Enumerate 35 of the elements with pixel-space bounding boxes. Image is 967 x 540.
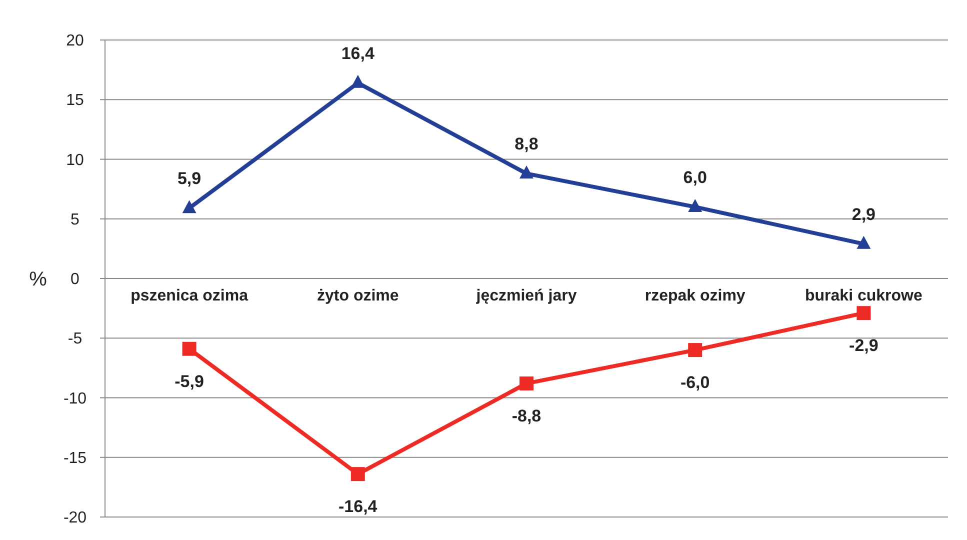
x-tick-label: jęczmień jary (475, 288, 577, 304)
point (688, 343, 702, 358)
y-tick-label: -5 (68, 330, 82, 348)
data-label: -5,9 (174, 372, 204, 391)
data-label: -16,4 (338, 497, 378, 516)
point (520, 166, 534, 179)
point (350, 74, 365, 88)
y-tick-label: -15 (63, 450, 87, 467)
y-tick-label: 20 (66, 32, 84, 50)
data-label: -2,9 (849, 336, 878, 356)
x-tick-label: buraki cukrowe (805, 288, 922, 304)
data-label: -6,0 (680, 373, 710, 392)
x-tick-label: rzepak ozimy (644, 288, 746, 304)
x-tick-label: żyto ozime (317, 288, 399, 304)
x-tick-label: pszenica ozima (130, 288, 248, 304)
point (856, 236, 871, 249)
point (688, 198, 702, 212)
y-tick-label: -10 (63, 390, 87, 408)
data-label: 2,9 (852, 204, 876, 224)
point (350, 467, 365, 482)
data-label: 16,4 (341, 44, 375, 63)
y-tick-label: 15 (66, 92, 84, 110)
point (182, 342, 196, 356)
point (520, 376, 534, 390)
point (182, 200, 196, 214)
data-label: -8,8 (512, 406, 542, 426)
point (856, 306, 871, 320)
y-axis-title: % (29, 268, 48, 290)
y-tick-label: -20 (63, 510, 87, 527)
data-label: 8,8 (514, 134, 538, 154)
data-label: 6,0 (683, 168, 707, 187)
y-tick-label: 5 (70, 211, 80, 228)
y-tick-label: 10 (66, 152, 84, 169)
y-tick-label: 0 (70, 271, 80, 288)
data-label: 5,9 (177, 169, 202, 188)
